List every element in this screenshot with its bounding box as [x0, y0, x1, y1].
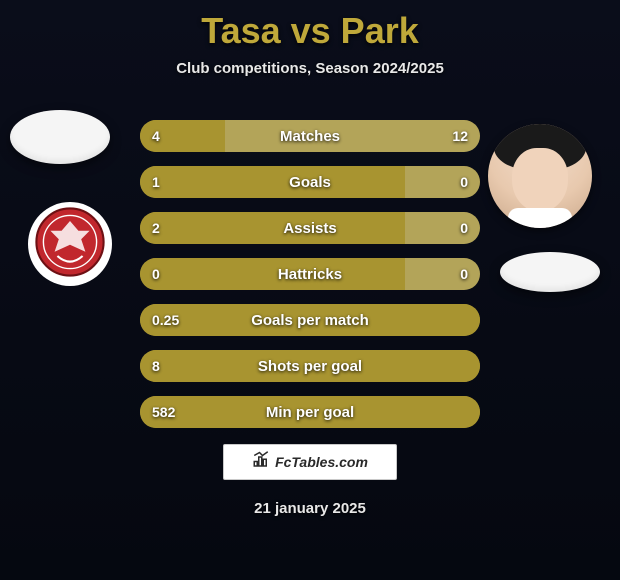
placeholder-ellipse-left: [10, 110, 110, 164]
stat-label: Goals per match: [140, 304, 480, 336]
source-logo[interactable]: FcTables.com: [223, 444, 397, 480]
page-subtitle: Club competitions, Season 2024/2025: [0, 60, 620, 77]
stat-value-right: 0: [460, 166, 468, 198]
page-title: Tasa vs Park: [0, 0, 620, 52]
source-logo-text: FcTables.com: [275, 454, 368, 470]
player-right-avatar: [488, 124, 592, 228]
player-left-crest: [28, 202, 112, 286]
stat-value-left: 8: [152, 350, 160, 382]
stat-row: Hattricks0 0: [140, 258, 480, 290]
stat-label: Matches: [140, 120, 480, 152]
club-crest-icon: [35, 207, 105, 282]
stat-value-left: 0: [152, 258, 160, 290]
stat-value-left: 582: [152, 396, 175, 428]
chart-icon: [252, 451, 270, 474]
stat-value-left: 0.25: [152, 304, 179, 336]
stat-row: Goals per match0.25: [140, 304, 480, 336]
avatar-face: [512, 148, 568, 212]
stat-value-left: 4: [152, 120, 160, 152]
stat-label: Min per goal: [140, 396, 480, 428]
stat-row: Goals1 0: [140, 166, 480, 198]
placeholder-ellipse-right: [500, 252, 600, 292]
stat-value-right: 0: [460, 212, 468, 244]
stat-label: Goals: [140, 166, 480, 198]
stat-label: Hattricks: [140, 258, 480, 290]
stat-value-right: 0: [460, 258, 468, 290]
stat-value-right: 12: [452, 120, 468, 152]
footer-date: 21 january 2025: [0, 500, 620, 517]
avatar-collar: [508, 208, 572, 228]
stat-row: Matches4 12: [140, 120, 480, 152]
stat-row: Shots per goal8: [140, 350, 480, 382]
stat-label: Shots per goal: [140, 350, 480, 382]
stat-label: Assists: [140, 212, 480, 244]
stats-container: Matches412Goals10Assists20Hattricks00Goa…: [140, 120, 480, 442]
stat-row: Min per goal582: [140, 396, 480, 428]
stat-value-left: 2: [152, 212, 160, 244]
stat-row: Assists2 0: [140, 212, 480, 244]
stat-value-left: 1: [152, 166, 160, 198]
